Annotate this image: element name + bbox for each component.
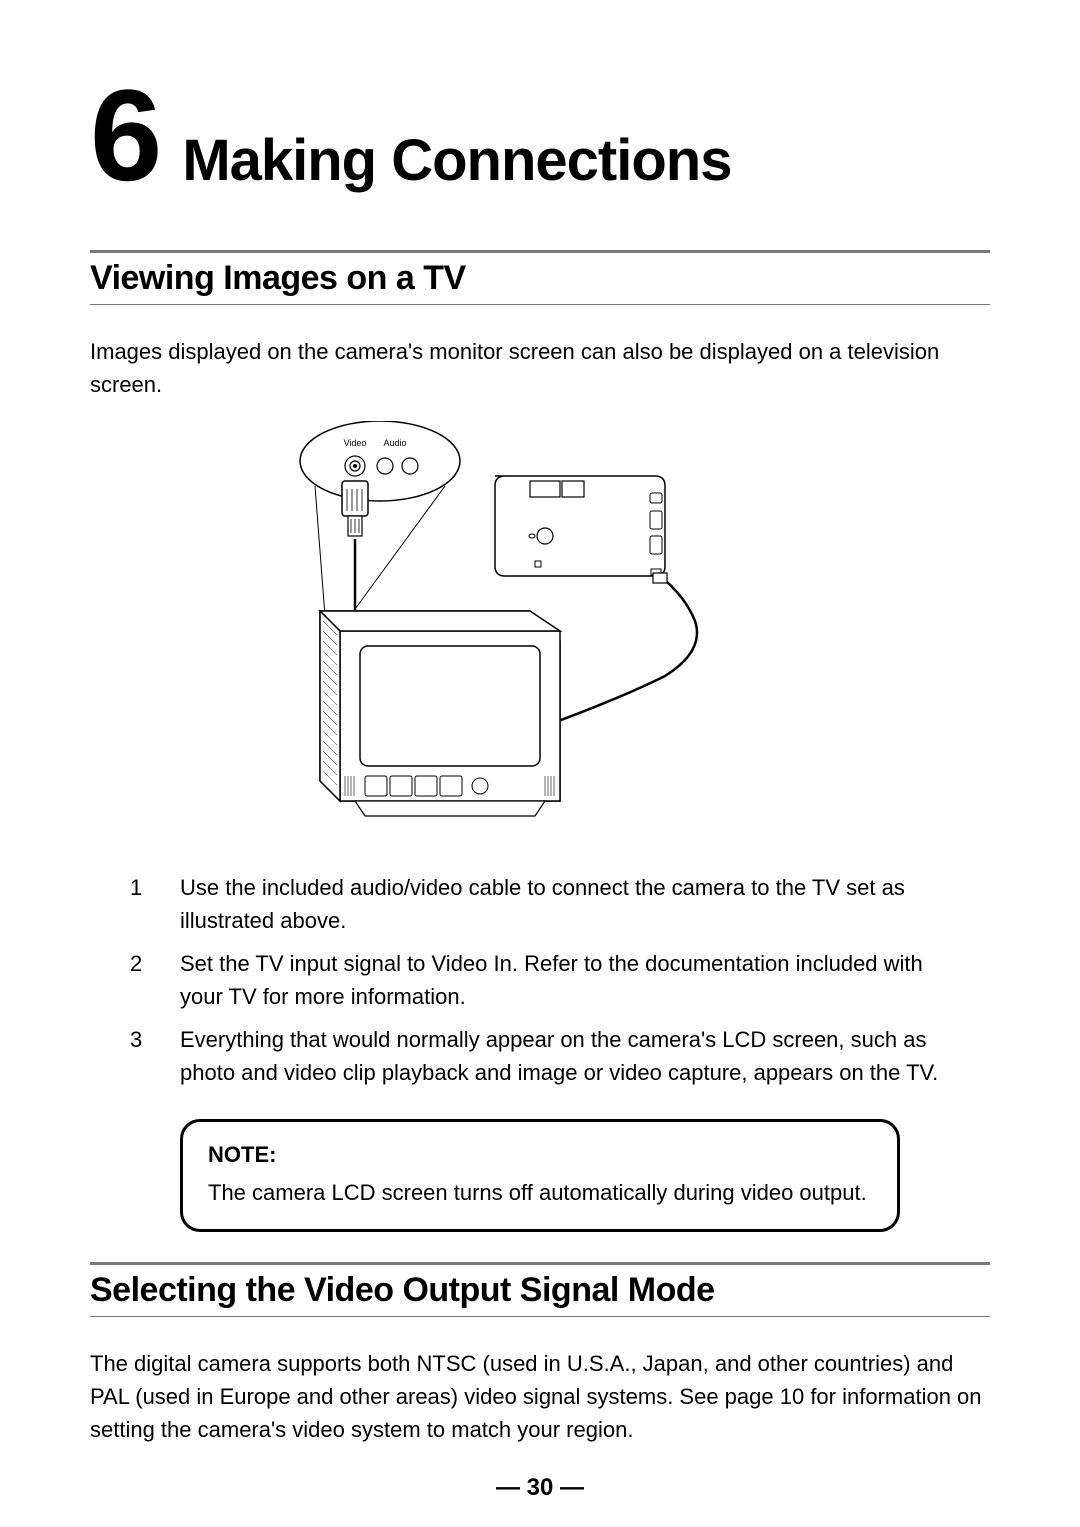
diagram-svg: Video Audio bbox=[265, 421, 815, 841]
chapter-number: 6 bbox=[90, 70, 162, 200]
step-number: 2 bbox=[130, 947, 180, 1013]
note-box: NOTE: The camera LCD screen turns off au… bbox=[180, 1119, 900, 1232]
step-3: 3 Everything that would normally appear … bbox=[130, 1023, 950, 1089]
section1-intro: Images displayed on the camera's monitor… bbox=[90, 335, 990, 401]
note-label: NOTE: bbox=[208, 1142, 872, 1168]
step-2: 2 Set the TV input signal to Video In. R… bbox=[130, 947, 950, 1013]
step-1: 1 Use the included audio/video cable to … bbox=[130, 871, 950, 937]
step-list: 1 Use the included audio/video cable to … bbox=[90, 871, 990, 1089]
section2-body: The digital camera supports both NTSC (u… bbox=[90, 1347, 990, 1446]
video-label: Video bbox=[344, 438, 367, 448]
section-heading-viewing: Viewing Images on a TV bbox=[90, 250, 990, 305]
chapter-title: 6 Making Connections bbox=[90, 70, 990, 200]
step-number: 3 bbox=[130, 1023, 180, 1089]
chapter-title-text: Making Connections bbox=[182, 127, 731, 194]
connection-diagram: Video Audio bbox=[90, 421, 990, 841]
step-text: Everything that would normally appear on… bbox=[180, 1023, 950, 1089]
audio-label: Audio bbox=[383, 438, 406, 448]
rca-plug bbox=[342, 481, 368, 536]
step-text: Use the included audio/video cable to co… bbox=[180, 871, 950, 937]
tv-outline bbox=[320, 611, 560, 816]
page-number: — 30 — bbox=[0, 1474, 1080, 1502]
camera-outline bbox=[495, 476, 665, 576]
section-heading-video-mode: Selecting the Video Output Signal Mode bbox=[90, 1262, 990, 1317]
step-text: Set the TV input signal to Video In. Ref… bbox=[180, 947, 950, 1013]
av-jack-callout: Video Audio bbox=[300, 421, 460, 501]
step-number: 1 bbox=[130, 871, 180, 937]
note-text: The camera LCD screen turns off automati… bbox=[208, 1176, 872, 1209]
